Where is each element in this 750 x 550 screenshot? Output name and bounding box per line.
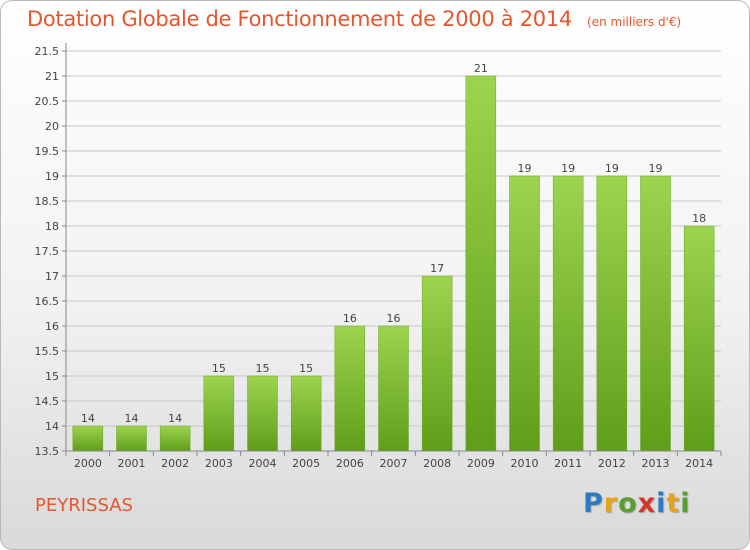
proxiti-logo: Proxiti — [583, 488, 691, 519]
x-tick-label: 2004 — [249, 457, 277, 470]
bar-value-label: 17 — [430, 262, 444, 275]
x-tick-label: 2006 — [336, 457, 364, 470]
y-tick-label: 14.5 — [35, 395, 60, 408]
bar — [159, 425, 191, 452]
logo-letter: P — [583, 488, 604, 519]
y-tick-label: 15 — [45, 370, 59, 383]
x-tick-label: 2011 — [554, 457, 582, 470]
logo-letter: i — [656, 488, 667, 519]
bar — [378, 325, 409, 452]
bar — [683, 225, 715, 452]
x-tick-label: 2001 — [118, 457, 146, 470]
chart-unit-note: (en milliers d'€) — [587, 15, 682, 29]
x-tick-label: 2000 — [74, 457, 102, 470]
axes: 13.5 14 14.5 15 15.5 16 16.5 17 17.5 18 18.5 19 19.5… — [35, 43, 722, 470]
y-tick-label: 18.5 — [35, 195, 60, 208]
bar — [552, 175, 584, 452]
y-tick-label: 17 — [45, 270, 59, 283]
bar — [116, 425, 147, 452]
y-tick-label: 18 — [45, 220, 59, 233]
chart-title-block: Dotation Globale de Fonctionnement de 20… — [27, 7, 681, 31]
bar-value-label: 15 — [256, 362, 270, 375]
logo-letter: o — [618, 488, 638, 519]
bar — [290, 375, 322, 452]
commune-name: PEYRISSAS — [35, 495, 133, 516]
bar — [465, 75, 497, 452]
x-tick-label: 2013 — [642, 457, 670, 470]
y-tick-label: 19 — [45, 170, 59, 183]
logo-letter: i — [680, 488, 691, 519]
y-tick-label: 16.5 — [35, 295, 60, 308]
bar-value-label: 19 — [561, 162, 575, 175]
bar — [334, 325, 366, 452]
bar — [640, 175, 671, 452]
x-tick-label: 2014 — [685, 457, 713, 470]
bar — [509, 175, 540, 452]
x-tick-label: 2010 — [511, 457, 539, 470]
bar-value-label: 19 — [605, 162, 619, 175]
x-tick-label: 2002 — [161, 457, 189, 470]
bar-value-label: 19 — [518, 162, 532, 175]
bar — [247, 375, 278, 452]
bar-value-label: 15 — [299, 362, 313, 375]
bar-value-label: 19 — [649, 162, 663, 175]
y-tick-label: 14 — [45, 420, 59, 433]
logo-letter: t — [666, 488, 681, 519]
x-tick-label: 2007 — [380, 457, 408, 470]
y-tick-label: 20.5 — [35, 95, 60, 108]
bar-value-label: 14 — [168, 412, 182, 425]
logo-letter: r — [603, 488, 619, 519]
logo-letter: x — [637, 488, 657, 519]
bar — [72, 425, 104, 452]
x-tick-label: 2012 — [598, 457, 626, 470]
y-tick-label: 20 — [45, 120, 59, 133]
x-tick-label: 2009 — [467, 457, 495, 470]
bar-value-label: 14 — [81, 412, 95, 425]
y-tick-label: 17.5 — [35, 245, 60, 258]
y-tick-label: 13.5 — [35, 445, 60, 458]
bar — [421, 275, 453, 452]
y-tick-label: 21.5 — [35, 45, 60, 58]
x-tick-label: 2008 — [423, 457, 451, 470]
bar-value-label: 21 — [474, 62, 488, 75]
y-tick-label: 19.5 — [35, 145, 60, 158]
bars: 14 14 14 15 15 15 16 16 17 21 19 19 19 19 18 — [72, 62, 715, 452]
bar — [596, 175, 628, 452]
x-tick-label: 2003 — [205, 457, 233, 470]
bar-value-label: 16 — [343, 312, 357, 325]
x-tick-label: 2005 — [292, 457, 320, 470]
y-tick-label: 15.5 — [35, 345, 60, 358]
bar-value-label: 16 — [387, 312, 401, 325]
bar-value-label: 14 — [125, 412, 139, 425]
bar — [203, 375, 235, 452]
bar-value-label: 18 — [692, 212, 706, 225]
y-tick-label: 21 — [45, 70, 59, 83]
y-tick-label: 16 — [45, 320, 59, 333]
chart-title: Dotation Globale de Fonctionnement de 20… — [27, 7, 572, 31]
bar-value-label: 15 — [212, 362, 226, 375]
